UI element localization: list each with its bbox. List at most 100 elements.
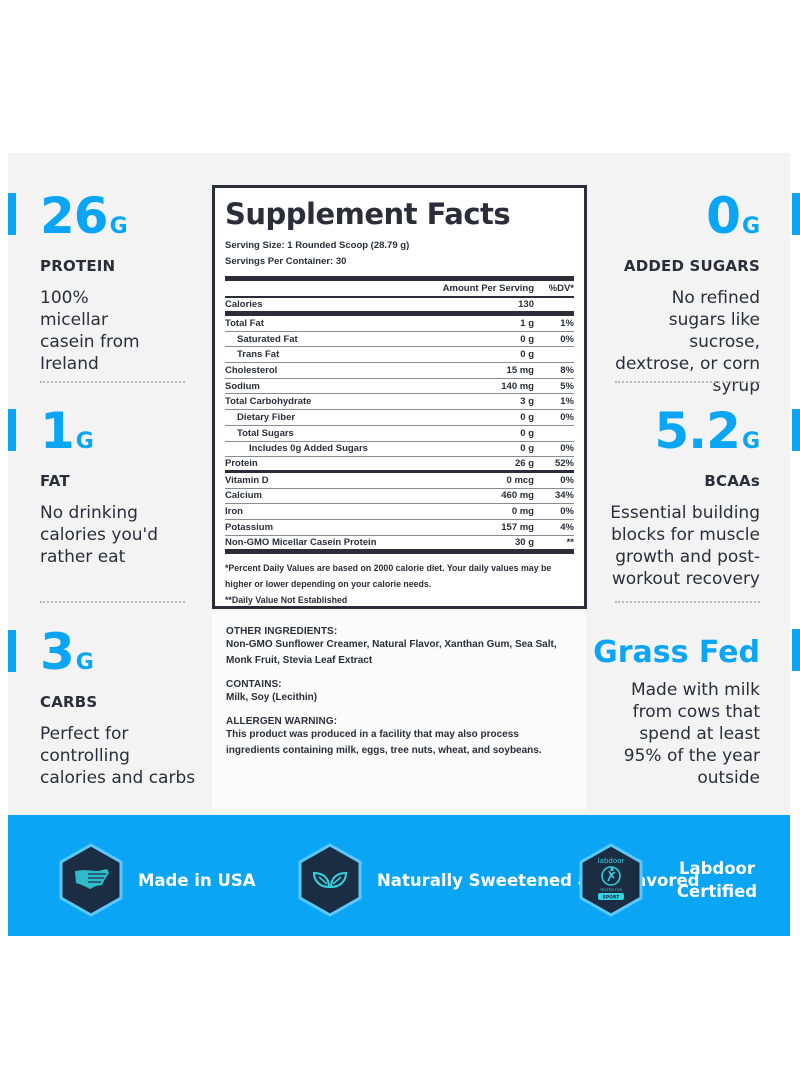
stat-added-sugars: 0G ADDED SUGARS No refined sugars like s…	[590, 187, 800, 397]
badge-made-in-usa: Made in USA	[58, 843, 256, 917]
leaves-icon	[297, 843, 363, 917]
facts-row: Cholesterol 15 mg 8%	[225, 363, 574, 379]
stat-description: Perfect for controlling calories and car…	[40, 724, 196, 788]
calories-row: Calories 130	[225, 298, 574, 316]
facts-row: Non-GMO Micellar Casein Protein 30 g **	[225, 536, 574, 554]
facts-name: Total Sugars	[237, 427, 294, 439]
stat-label: ADDED SUGARS	[623, 257, 760, 275]
contains-text: Milk, Soy (Lecithin)	[226, 692, 318, 703]
facts-dv: **	[566, 536, 574, 548]
dotted-divider	[40, 381, 185, 383]
facts-row: Potassium 157 mg 4%	[225, 520, 574, 536]
facts-name: Potassium	[225, 521, 274, 533]
facts-dv: 8%	[560, 364, 574, 376]
serving-size: Serving Size: 1 Rounded Scoop (28.79 g)	[225, 240, 410, 251]
stat-value: 1G	[40, 402, 94, 460]
facts-row: Includes 0g Added Sugars 0 g 0%	[225, 442, 574, 458]
facts-dv: 1%	[560, 317, 574, 329]
ingredients-block: OTHER INGREDIENTS: Non-GMO Sunflower Cre…	[212, 612, 587, 812]
facts-amount: 1 g	[520, 317, 534, 329]
facts-amount: 30 g	[514, 536, 534, 548]
dotted-divider	[40, 601, 185, 603]
servings-per-container: Servings Per Container: 30	[225, 256, 347, 267]
stat-label: PROTEIN	[40, 257, 116, 275]
facts-dv: 0%	[560, 506, 574, 518]
facts-amount: 0 mg	[511, 506, 534, 518]
facts-name: Sodium	[225, 380, 260, 392]
facts-row: Protein 26 g 52%	[225, 457, 574, 473]
stat-bcaas: 5.2G BCAAs Essential building blocks for…	[590, 402, 800, 590]
stat-label: CARBS	[40, 693, 98, 711]
accent-bar	[792, 193, 800, 235]
footnote-dv: *Percent Daily Values are based on 2000 …	[225, 562, 552, 589]
stat-value: Grass Fed	[593, 635, 760, 670]
accent-bar	[792, 409, 800, 451]
facts-name: Non-GMO Micellar Casein Protein	[225, 536, 377, 548]
facts-row: Sodium 140 mg 5%	[225, 379, 574, 395]
facts-row: Total Fat 1 g 1%	[225, 316, 574, 332]
supplement-facts-label: Supplement Facts Serving Size: 1 Rounded…	[212, 185, 587, 609]
facts-dv: 5%	[560, 380, 574, 392]
facts-dv: 0%	[560, 411, 574, 423]
facts-row: Trans Fat 0 g	[225, 347, 574, 364]
facts-dv: 34%	[554, 490, 574, 502]
stat-protein: 26G PROTEIN 100% micellar casein from Ir…	[8, 190, 210, 375]
svg-text:labdoor: labdoor	[598, 857, 625, 865]
stat-label: FAT	[40, 472, 70, 490]
dv-header: %DV*	[548, 283, 574, 294]
facts-amount: 140 mg	[501, 380, 534, 392]
badge-label: Labdoor Certified	[676, 859, 758, 901]
facts-row: Total Carbohydrate 3 g 1%	[225, 394, 574, 411]
other-ingredients-heading: OTHER INGREDIENTS:	[226, 626, 338, 637]
facts-amount: 0 g	[520, 427, 534, 439]
accent-bar	[792, 629, 800, 671]
amount-header: Amount Per Serving	[442, 283, 534, 294]
facts-amount: 157 mg	[501, 521, 534, 533]
accent-bar	[8, 409, 16, 451]
stat-description: No drinking calories you'd rather eat	[40, 503, 159, 567]
facts-amount: 15 mg	[506, 364, 534, 376]
facts-name: Trans Fat	[237, 349, 280, 361]
facts-name: Includes 0g Added Sugars	[249, 443, 368, 455]
facts-name: Iron	[225, 506, 243, 518]
dotted-divider	[615, 601, 760, 603]
stat-description: Made with milk from cows that spend at l…	[623, 680, 760, 788]
facts-dv: 0%	[560, 333, 574, 345]
facts-amount: 0 g	[520, 349, 534, 361]
footnote-not-established: **Daily Value Not Established	[225, 594, 348, 605]
stat-grass-fed: Grass Fed Made with milk from cows that …	[590, 629, 800, 789]
accent-bar	[8, 630, 16, 672]
accent-bar	[8, 193, 16, 235]
facts-amount: 460 mg	[501, 490, 534, 502]
facts-name: Vitamin D	[225, 474, 269, 486]
facts-dv: 1%	[560, 396, 574, 408]
allergen-text: This product was produced in a facility …	[226, 729, 542, 756]
facts-row: Dietary Fiber 0 g 0%	[225, 410, 574, 426]
facts-row: Calcium 460 mg 34%	[225, 489, 574, 505]
stat-carbs: 3G CARBS Perfect for controlling calorie…	[8, 623, 210, 789]
facts-name: Saturated Fat	[237, 333, 298, 345]
facts-title: Supplement Facts	[225, 197, 511, 231]
stat-fat: 1G FAT No drinking calories you'd rather…	[8, 402, 210, 568]
badge-label: Made in USA	[138, 870, 256, 890]
facts-header-row: Amount Per Serving %DV*	[225, 281, 574, 298]
facts-row: Saturated Fat 0 g 0%	[225, 332, 574, 348]
facts-name: Cholesterol	[225, 364, 278, 376]
facts-amount: 0 g	[520, 333, 534, 345]
stat-value: 0G	[706, 187, 760, 245]
facts-dv: 52%	[554, 458, 574, 470]
contains-heading: CONTAINS:	[226, 679, 282, 690]
stat-description: 100% micellar casein from Ireland	[40, 288, 140, 374]
facts-name: Total Carbohydrate	[225, 396, 312, 408]
facts-amount: 0 g	[520, 411, 534, 423]
facts-amount: 26 g	[514, 458, 534, 470]
badge-labdoor-certified: labdoor TESTED FOR SPORT Labdoor Certifi…	[578, 843, 772, 917]
stat-value: 5.2G	[654, 402, 760, 460]
facts-rows: Total Fat 1 g 1% Saturated Fat 0 g 0% Trans Fa…	[225, 316, 574, 554]
facts-row: Vitamin D 0 mcg 0%	[225, 473, 574, 489]
facts-amount: 0 g	[520, 443, 534, 455]
facts-name: Dietary Fiber	[237, 411, 296, 423]
stat-value: 3G	[40, 623, 94, 681]
facts-name: Calcium	[225, 490, 262, 502]
facts-row: Total Sugars 0 g	[225, 426, 574, 442]
